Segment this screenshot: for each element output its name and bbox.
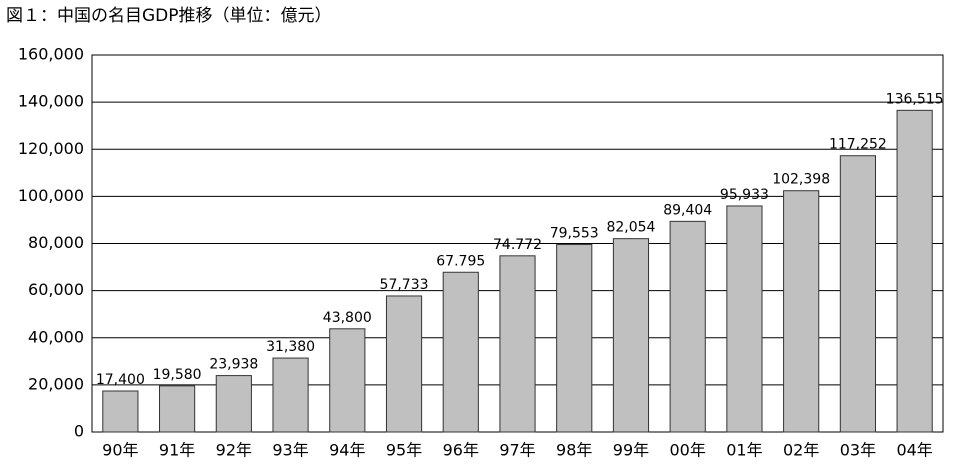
y-tick-label: 40,000 [28,327,84,346]
bar [442,271,479,433]
value-label: 23,938 [209,357,258,373]
bar [612,238,650,433]
x-tick-label: 98年 [556,441,592,460]
y-tick-label: 0 [74,422,84,441]
bar [215,375,252,433]
x-tick-label: 91年 [159,441,195,460]
y-tick-label: 60,000 [28,280,84,299]
y-tick-label: 100,000 [18,186,84,205]
x-tick-label: 96年 [443,441,479,460]
x-tick-label: 03年 [840,441,876,460]
bar [102,390,139,433]
x-tick-label: 92年 [216,441,252,460]
value-label: 95,933 [720,187,769,203]
bar [726,205,763,433]
y-tick-label: 160,000 [18,45,84,64]
x-tick-label: 94年 [329,441,365,460]
value-label: 17,400 [96,372,145,388]
value-label: 117,252 [829,137,887,153]
bar [556,244,593,433]
x-tick-label: 02年 [783,441,819,460]
x-tick-label: 01年 [726,441,762,460]
x-tick-label: 97年 [499,441,535,460]
bar [783,190,820,433]
value-label: 74.772 [493,237,542,253]
bar [839,155,876,433]
x-tick-label: 04年 [896,441,932,460]
bar [329,328,366,433]
bar [896,109,933,433]
x-tick-label: 93年 [272,441,308,460]
value-label: 89,404 [663,202,712,218]
value-label: 136,515 [886,91,944,107]
x-tick-label: 90年 [102,441,138,460]
bar [272,357,309,433]
bar [499,255,536,433]
value-label: 31,380 [266,339,315,355]
y-tick-label: 80,000 [28,233,84,252]
value-label: 102,398 [772,172,830,188]
value-label: 19,580 [153,367,202,383]
y-tick-label: 120,000 [18,139,84,158]
value-label: 57,733 [380,277,429,293]
value-label: 79,553 [550,226,599,242]
y-tick-label: 140,000 [18,92,84,111]
x-tick-label: 99年 [613,441,649,460]
bar [669,220,706,433]
x-tick-label: 95年 [386,441,422,460]
value-label: 82,054 [606,220,655,236]
value-label: 67.795 [436,253,485,269]
value-label: 43,800 [323,310,372,326]
chart-title: 図１：中国の名目GDP推移（単位：億元） [6,6,332,26]
bar [159,385,196,433]
x-tick-label: 00年 [670,441,706,460]
bar [385,295,423,433]
y-tick-label: 20,000 [28,374,84,393]
